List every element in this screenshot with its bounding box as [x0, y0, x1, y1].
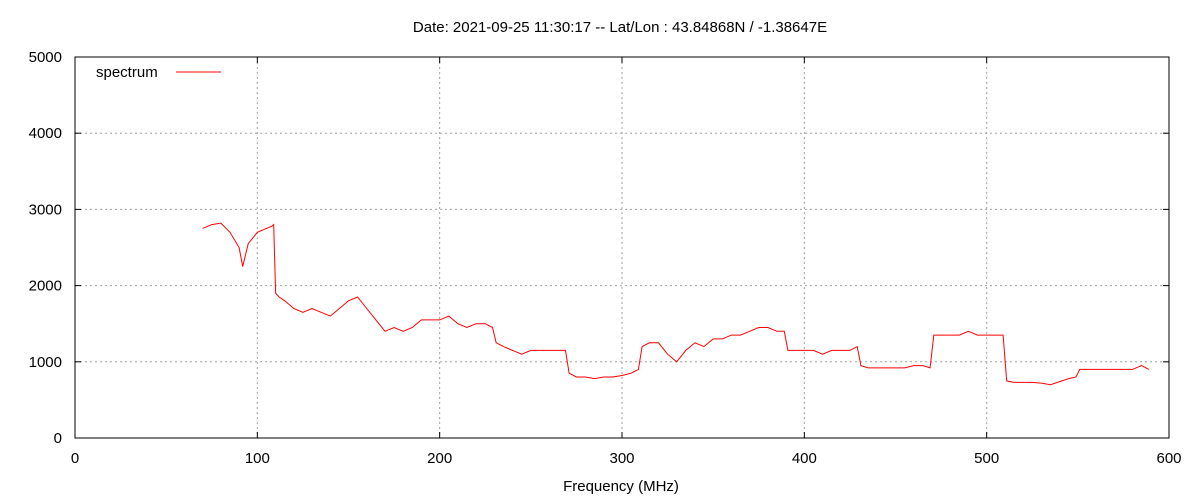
- grid: [75, 57, 1169, 438]
- y-tick-label: 1000: [29, 354, 62, 371]
- series-layer: [202, 222, 1150, 386]
- axis-tick-labels: 0 100 200 300 400 500 600 0 1000 2000 3000 4000 5000: [29, 49, 1182, 467]
- legend: spectrum: [96, 64, 221, 81]
- x-tick-label: 600: [1156, 450, 1181, 467]
- x-tick-label: 400: [792, 450, 817, 467]
- y-tick-label: 3000: [29, 201, 62, 218]
- x-tick-label: 500: [974, 450, 999, 467]
- chart-title: Date: 2021-09-25 11:30:17 -- Lat/Lon : 4…: [413, 19, 827, 36]
- x-tick-label: 300: [609, 450, 634, 467]
- x-tick-label: 200: [427, 450, 452, 467]
- x-tick-label: 100: [245, 450, 270, 467]
- series-line-spectrum: [202, 222, 1150, 386]
- legend-label-spectrum: spectrum: [96, 64, 158, 81]
- x-tick-label: 0: [71, 450, 79, 467]
- axis-ticks: [74, 56, 1170, 439]
- y-tick-label: 2000: [29, 278, 62, 295]
- y-tick-label: 4000: [29, 125, 62, 142]
- y-tick-label: 0: [54, 430, 62, 447]
- y-tick-label: 5000: [29, 49, 62, 66]
- x-axis-label: Frequency (MHz): [563, 478, 679, 495]
